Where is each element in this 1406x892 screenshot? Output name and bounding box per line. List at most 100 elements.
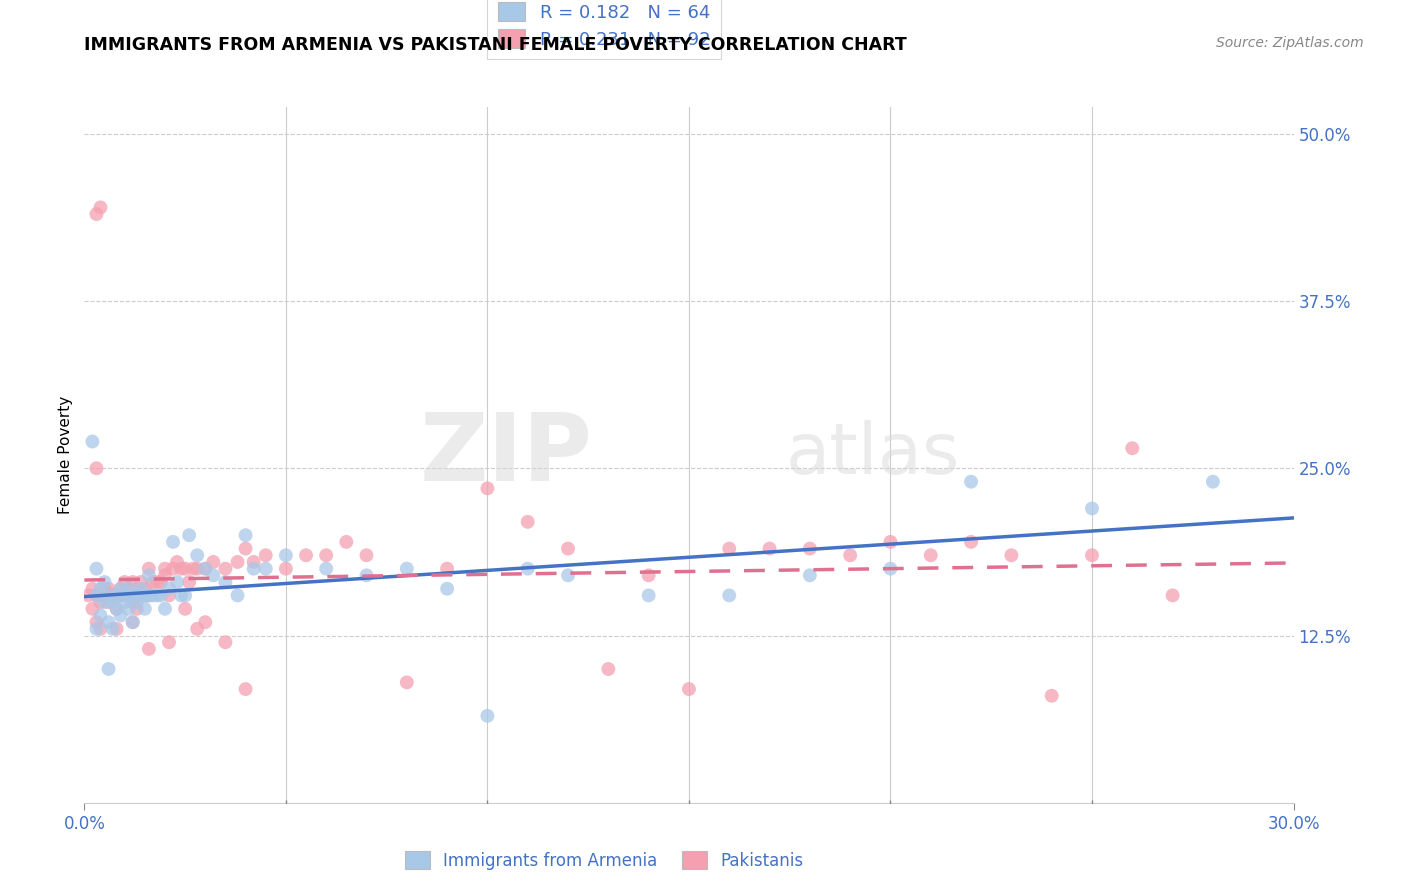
Point bbox=[129, 582, 152, 596]
Point bbox=[149, 589, 172, 603]
Point bbox=[82, 602, 104, 616]
Point bbox=[254, 548, 277, 563]
Point bbox=[114, 589, 136, 603]
Point bbox=[162, 535, 184, 549]
Point bbox=[125, 589, 148, 603]
Point bbox=[678, 681, 700, 696]
Point bbox=[97, 662, 120, 676]
Point bbox=[157, 589, 180, 603]
Point bbox=[142, 575, 165, 590]
Point bbox=[718, 589, 741, 603]
Point bbox=[118, 589, 141, 603]
Point bbox=[125, 602, 148, 616]
Point bbox=[105, 602, 128, 616]
Point bbox=[194, 562, 217, 576]
Point bbox=[101, 622, 124, 636]
Point bbox=[214, 635, 236, 649]
Point bbox=[920, 548, 942, 563]
Point bbox=[516, 562, 538, 576]
Point bbox=[335, 535, 357, 549]
Point bbox=[516, 515, 538, 529]
Point bbox=[121, 589, 143, 603]
Legend: Immigrants from Armenia, Pakistanis: Immigrants from Armenia, Pakistanis bbox=[396, 843, 813, 878]
Point bbox=[134, 602, 156, 616]
Point bbox=[718, 541, 741, 556]
Point bbox=[235, 541, 257, 556]
Point bbox=[86, 461, 108, 475]
Point bbox=[598, 662, 620, 676]
Point bbox=[86, 207, 108, 221]
Point bbox=[758, 541, 780, 556]
Point bbox=[153, 602, 176, 616]
Text: Source: ZipAtlas.com: Source: ZipAtlas.com bbox=[1216, 36, 1364, 50]
Point bbox=[186, 622, 208, 636]
Point bbox=[125, 595, 148, 609]
Point bbox=[97, 615, 120, 630]
Point bbox=[142, 589, 165, 603]
Point bbox=[879, 535, 901, 549]
Point bbox=[97, 595, 120, 609]
Point bbox=[356, 548, 378, 563]
Point bbox=[86, 615, 108, 630]
Point bbox=[110, 589, 132, 603]
Point bbox=[637, 589, 659, 603]
Point bbox=[166, 555, 188, 569]
Point bbox=[960, 475, 983, 489]
Point bbox=[86, 589, 108, 603]
Point bbox=[129, 575, 152, 590]
Point bbox=[114, 595, 136, 609]
Point bbox=[89, 201, 111, 215]
Point bbox=[97, 589, 120, 603]
Point bbox=[89, 595, 111, 609]
Point bbox=[315, 562, 337, 576]
Point bbox=[477, 482, 499, 496]
Y-axis label: Female Poverty: Female Poverty bbox=[58, 396, 73, 514]
Point bbox=[1040, 689, 1063, 703]
Point bbox=[121, 595, 143, 609]
Point bbox=[1161, 589, 1184, 603]
Point bbox=[799, 568, 821, 582]
Point bbox=[118, 582, 141, 596]
Point bbox=[86, 589, 108, 603]
Point bbox=[146, 575, 169, 590]
Point bbox=[146, 589, 169, 603]
Text: IMMIGRANTS FROM ARMENIA VS PAKISTANI FEMALE POVERTY CORRELATION CHART: IMMIGRANTS FROM ARMENIA VS PAKISTANI FEM… bbox=[84, 36, 907, 54]
Point bbox=[235, 681, 257, 696]
Point bbox=[149, 575, 172, 590]
Point bbox=[110, 608, 132, 623]
Point bbox=[134, 589, 156, 603]
Point bbox=[110, 582, 132, 596]
Point bbox=[138, 642, 160, 657]
Point bbox=[879, 562, 901, 576]
Point bbox=[557, 568, 579, 582]
Point bbox=[436, 582, 458, 596]
Point bbox=[166, 575, 188, 590]
Point bbox=[395, 562, 418, 576]
Point bbox=[86, 562, 108, 576]
Point bbox=[254, 562, 277, 576]
Point bbox=[202, 555, 225, 569]
Point bbox=[226, 589, 249, 603]
Point bbox=[181, 562, 204, 576]
Point bbox=[97, 582, 120, 596]
Point bbox=[274, 562, 297, 576]
Point bbox=[121, 615, 143, 630]
Point bbox=[138, 562, 160, 576]
Point bbox=[153, 568, 176, 582]
Point bbox=[105, 602, 128, 616]
Point bbox=[157, 635, 180, 649]
Point bbox=[1081, 501, 1104, 516]
Point bbox=[174, 562, 197, 576]
Point bbox=[214, 575, 236, 590]
Point bbox=[89, 608, 111, 623]
Point bbox=[110, 589, 132, 603]
Point bbox=[162, 562, 184, 576]
Point bbox=[436, 562, 458, 576]
Point bbox=[129, 589, 152, 603]
Point bbox=[93, 589, 115, 603]
Point bbox=[170, 589, 193, 603]
Point bbox=[477, 708, 499, 723]
Text: atlas: atlas bbox=[786, 420, 960, 490]
Point bbox=[174, 589, 197, 603]
Point bbox=[960, 535, 983, 549]
